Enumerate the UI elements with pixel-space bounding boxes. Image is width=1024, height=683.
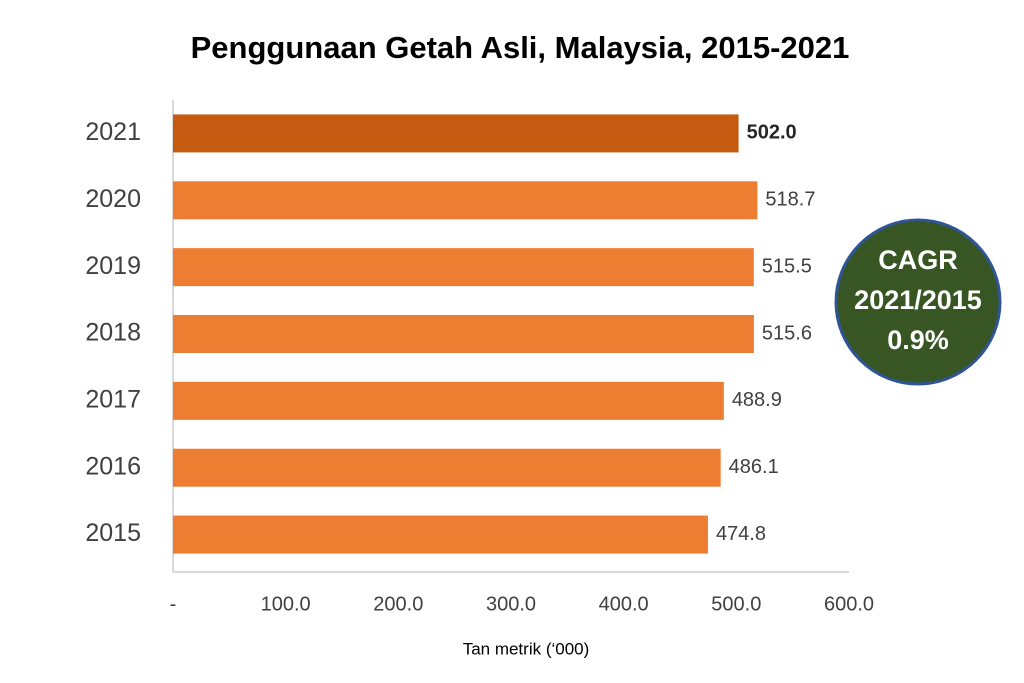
y-tick-label: 2017 [85,385,141,413]
data-label: 515.6 [762,322,812,344]
x-tick-label: 300.0 [486,593,536,615]
bar [173,315,754,353]
bar [173,181,758,220]
bar [173,448,721,487]
y-tick-label: 2016 [85,452,141,480]
x-tick-label: 400.0 [599,593,649,615]
data-label: 502.0 [747,122,797,144]
x-tick-label: 200.0 [373,593,423,615]
cagr-badge [834,218,1002,386]
bar [173,381,724,420]
y-tick-label: 2015 [85,519,141,547]
x-tick-label: 600.0 [824,593,874,615]
x-tick-label: 500.0 [711,593,761,615]
x-tick-label: 100.0 [261,593,311,615]
data-label: 474.8 [716,523,766,545]
y-tick-label: 2020 [85,185,141,213]
annotation: 2021/2015 [854,285,982,315]
annotation: 0.9% [887,325,949,355]
chart-title: Penggunaan Getah Asli, Malaysia, 2015-20… [191,30,850,65]
x-axis-title: Tan metrik (‘000) [463,639,590,658]
data-label: 486.1 [729,456,779,478]
data-label: 515.5 [762,255,812,277]
data-label: 518.7 [765,189,815,211]
y-tick-label: 2019 [85,252,141,280]
y-tick-label: 2018 [85,319,141,347]
y-tick-label: 2021 [85,118,141,146]
annotation: CAGR [878,245,958,275]
bar [173,248,754,287]
x-tick-label: - [170,593,177,615]
bar [173,515,708,554]
bar [173,114,739,153]
data-label: 488.9 [732,389,782,411]
